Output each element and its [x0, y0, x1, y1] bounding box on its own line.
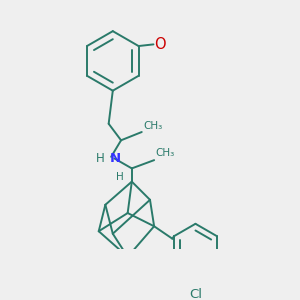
Text: N: N	[110, 152, 121, 165]
Text: CH₃: CH₃	[156, 148, 175, 158]
Text: Cl: Cl	[189, 288, 202, 300]
Text: H: H	[116, 172, 124, 182]
Text: O: O	[154, 37, 166, 52]
Text: H: H	[96, 152, 104, 165]
Text: CH₃: CH₃	[143, 121, 163, 131]
